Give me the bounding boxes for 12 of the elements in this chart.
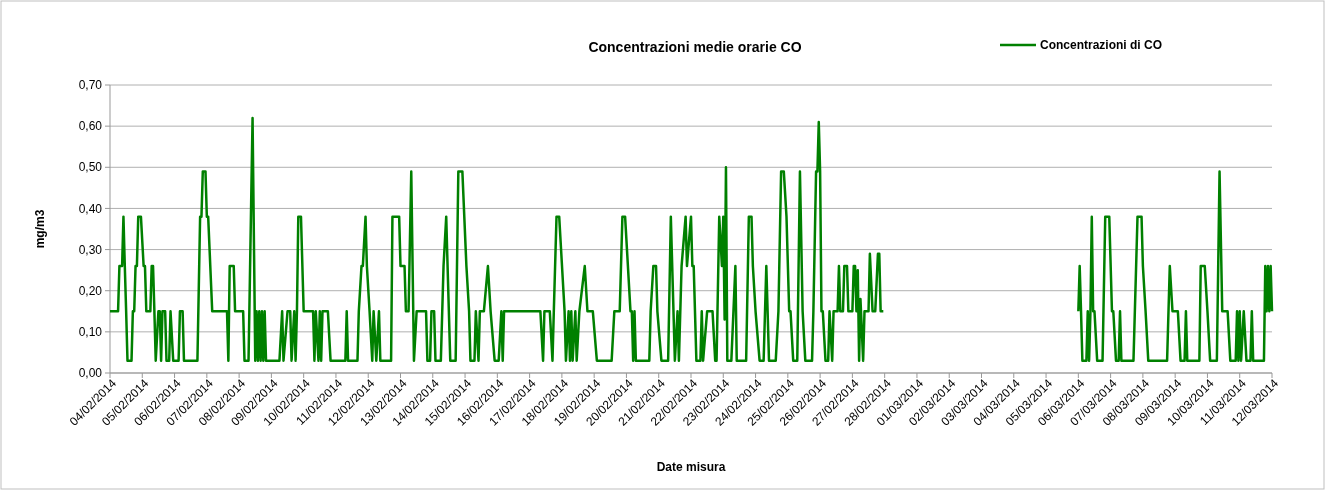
y-tick-label: 0,10 (78, 325, 103, 340)
x-axis-title: Date misura (656, 460, 726, 474)
y-tick-label: 0,50 (78, 160, 103, 175)
y-tick-label: 0,70 (78, 78, 103, 93)
legend-label: Concentrazioni di CO (1040, 38, 1163, 53)
y-axis-title: mg/m3 (33, 209, 47, 249)
y-tick-label: 0,00 (78, 366, 103, 381)
y-tick-label: 0,30 (78, 242, 103, 257)
y-tick-label: 0,40 (78, 201, 103, 216)
y-tick-label: 0,60 (78, 119, 103, 134)
y-tick-label: 0,20 (78, 283, 103, 298)
chart-title: Concentrazioni medie orarie CO (588, 39, 802, 55)
